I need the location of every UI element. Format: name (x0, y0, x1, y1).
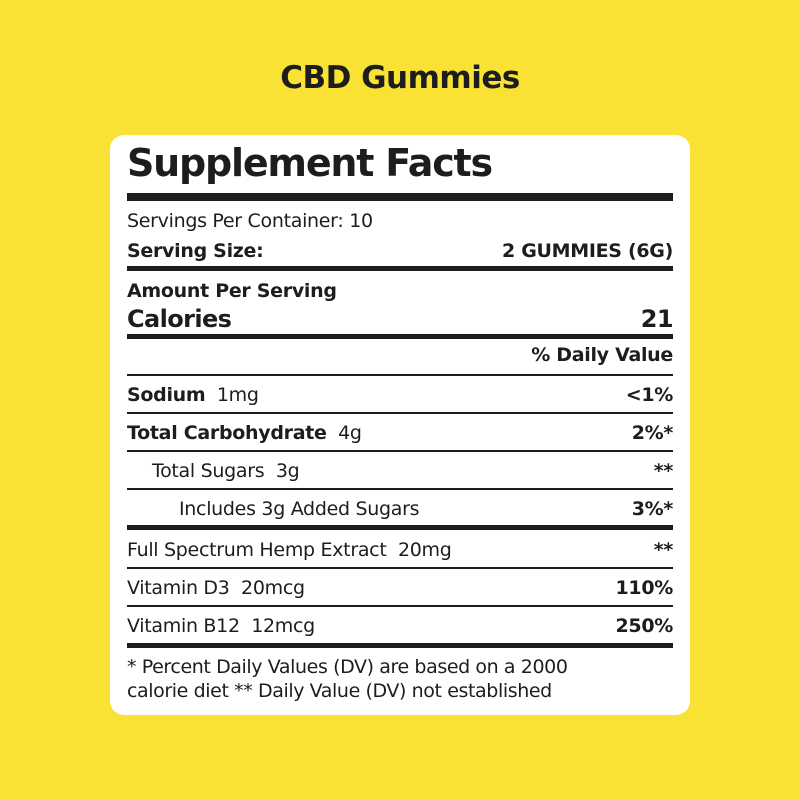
nutrient-row-vitamin-d3: Vitamin D3 20mcg 110% (127, 577, 673, 599)
divider (127, 193, 673, 201)
divider (127, 567, 673, 569)
label-title: Supplement Facts (127, 141, 493, 185)
divider (127, 450, 673, 452)
nutrient-row-sodium: Sodium 1mg <1% (127, 384, 673, 406)
calories-row: Calories 21 (127, 305, 674, 333)
nutrient-row-total-carbohydrate: Total Carbohydrate 4g 2%* (127, 422, 673, 444)
divider (127, 643, 673, 648)
nutrient-row-hemp-extract: Full Spectrum Hemp Extract 20mg ** (127, 539, 673, 561)
nutrient-row-added-sugars: Includes 3g Added Sugars 3%* (179, 498, 673, 520)
divider (127, 525, 673, 530)
divider (127, 412, 673, 414)
amount-per-serving: Amount Per Serving (127, 280, 337, 302)
serving-size-row: Serving Size: 2 GUMMIES (6G) (127, 240, 673, 262)
nutrient-row-vitamin-b12: Vitamin B12 12mcg 250% (127, 615, 673, 637)
daily-value-header: % Daily Value (531, 344, 673, 366)
supplement-facts-card: Supplement Facts Servings Per Container:… (110, 135, 690, 715)
divider (127, 605, 673, 607)
nutrient-row-total-sugars: Total Sugars 3g ** (152, 460, 673, 482)
divider (127, 488, 673, 490)
divider (127, 374, 673, 376)
footnote: * Percent Daily Values (DV) are based on… (127, 656, 568, 702)
product-heading: CBD Gummies (280, 60, 520, 96)
servings-per-container: Servings Per Container: 10 (127, 210, 373, 232)
divider (127, 334, 673, 339)
divider (127, 266, 673, 271)
